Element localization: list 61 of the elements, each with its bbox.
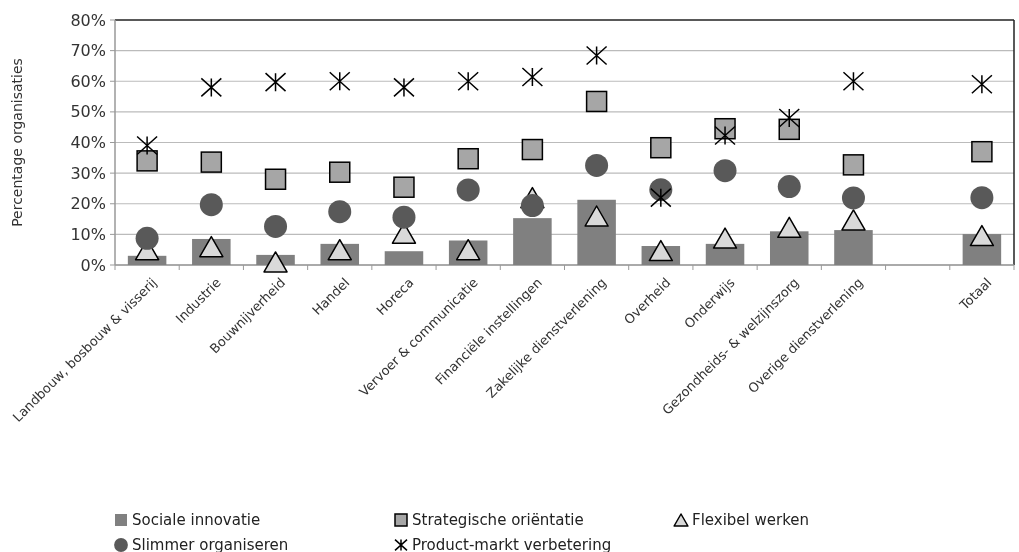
point [585,45,608,66]
legend-label: Flexibel werken [692,511,810,530]
point [712,227,738,249]
y-tick-label: 50% [70,102,106,122]
point [585,153,609,177]
point [328,200,352,224]
point [135,226,159,250]
point [455,238,481,261]
bar [834,230,873,265]
point [392,205,416,229]
point [778,108,800,128]
point [777,175,801,199]
point [971,74,993,95]
legend-label: Sociale innovatie [132,511,261,530]
bar [384,251,424,265]
y-tick-label: 40% [70,133,106,153]
point [584,205,609,227]
point [329,161,351,183]
point [521,138,544,161]
point [842,71,865,91]
point [971,140,993,163]
point [456,178,480,202]
point [136,135,158,156]
bar [513,218,552,265]
point [650,136,672,159]
y-tick-label: 60% [70,71,106,91]
point [327,238,352,261]
point [969,224,995,247]
point [970,186,994,210]
point [457,71,479,91]
point [393,176,415,198]
point [650,187,672,208]
point [841,186,865,210]
point [842,154,865,176]
y-tick-label: 0% [80,255,106,275]
y-tick-label: 20% [70,194,106,214]
point [264,168,287,190]
y-tick-label: 30% [70,163,106,183]
y-tick-label: 80% [70,10,106,30]
point [263,251,288,273]
point [521,67,544,87]
point [136,150,158,172]
point [777,216,802,239]
y-tick-label: 10% [70,224,106,244]
legend-label: Strategische oriëntatie [412,511,584,530]
point [520,194,544,218]
point [648,239,674,262]
point [393,77,415,98]
y-tick-label: 70% [70,41,106,61]
point [585,90,608,113]
point [714,125,736,146]
point [264,72,287,92]
point [329,71,351,91]
point [200,151,223,173]
point [264,214,288,238]
point [841,209,866,231]
point [199,193,223,217]
point [200,77,223,98]
point [457,147,479,170]
point [713,159,737,183]
y-axis-title: Percentage organisaties [9,58,25,227]
